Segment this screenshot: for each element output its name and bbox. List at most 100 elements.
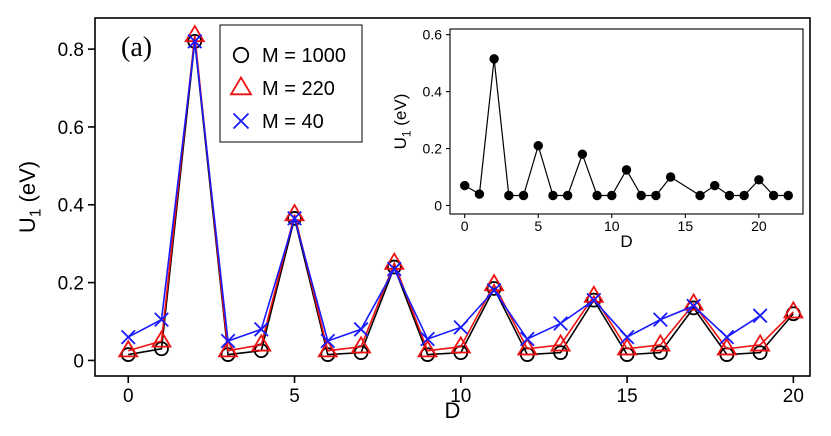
main-series-line-2 [127, 41, 761, 343]
main-series-2-point [553, 316, 568, 331]
main-series-0-point [420, 347, 435, 362]
main-series-1-point [317, 339, 339, 358]
inset-series-0-point [504, 190, 514, 201]
main-series-0-point [652, 345, 668, 361]
main-x-tick-label: 20 [783, 386, 804, 407]
inset-series-0-point [474, 189, 485, 199]
legend-marker-0 [232, 46, 250, 64]
inset-series-0-point [533, 140, 543, 151]
inset-x-tick-label: 5 [534, 218, 542, 234]
main-series-1-point [749, 333, 771, 352]
inset-series-0-point [518, 190, 529, 201]
main-series-1-point [583, 285, 605, 303]
main-series-2-point [486, 283, 502, 298]
inset-y-tick-label: 0.2 [423, 141, 443, 157]
inset-y-tick-label: 0.4 [423, 84, 443, 100]
inset-series-0-point [607, 190, 617, 201]
inset-series-0-point [739, 190, 749, 201]
inset-x-tick-label: 15 [678, 218, 694, 234]
main-y-tick-label: 0 [73, 351, 84, 372]
main-series-2-point [320, 333, 336, 349]
legend-label-1: M = 220 [262, 78, 335, 100]
inset-series-0-point [548, 190, 558, 201]
legend-marker-2 [232, 112, 250, 130]
main-series-2-point [220, 333, 236, 349]
main-series-1-point [250, 333, 272, 352]
legend-marker-1 [229, 75, 253, 96]
main-x-axis-title: D [445, 398, 461, 423]
main-x-tick-label: 10 [450, 386, 471, 407]
main-series-0-point [752, 345, 768, 361]
main-series-1-point [716, 337, 738, 356]
main-series-2-point [187, 33, 203, 49]
main-series-2-point [719, 329, 735, 345]
inset-series-0-point [665, 172, 676, 182]
main-y-tick-label: 0.4 [58, 196, 85, 217]
main-series-2-point [519, 331, 535, 347]
main-y-tick-label: 0.2 [58, 273, 84, 294]
main-x-tick-label: 5 [289, 386, 300, 407]
main-series-2-point [120, 329, 136, 345]
inset-series-line-0 [464, 58, 789, 197]
legend-label-0: M = 1000 [262, 45, 346, 67]
main-series-2-point [420, 331, 435, 347]
main-series-2-point [453, 319, 469, 335]
main-series-2-point [586, 292, 602, 308]
main-series-0-point [120, 347, 136, 362]
main-y-axis-title: U1 (eV) [15, 161, 45, 233]
inset-series-0-point [562, 190, 573, 201]
main-series-0-point [287, 211, 302, 226]
main-series-0-point [386, 259, 402, 275]
main-series-1-point [350, 335, 372, 354]
inset-series-0-point [460, 180, 470, 191]
main-series-2-point [287, 211, 302, 226]
main-series-2-point [686, 298, 701, 314]
inset-plot: 0 5 10 15 20 0 0.2 0.4 0.6 D U1 (eV) [391, 27, 804, 251]
main-series-2-point [253, 321, 269, 337]
main-x-tick-label: 0 [123, 386, 134, 407]
main-y-tick-label: 0.8 [58, 40, 84, 61]
inset-series-0-point [695, 190, 705, 201]
main-series-1-point [150, 329, 173, 348]
inset-series-0-point [636, 190, 646, 201]
inset-series-0-point [783, 190, 793, 201]
main-series-1-point [217, 339, 239, 358]
inset-x-tick-label: 10 [604, 218, 620, 234]
main-series-1-point [516, 337, 538, 356]
inset-series-0-point [651, 190, 661, 201]
main-x-tick-label: 15 [617, 386, 638, 407]
inset-y-tick-label: 0.6 [423, 27, 443, 43]
legend-label-2: M = 40 [262, 111, 324, 133]
main-series-0-point [553, 345, 568, 361]
main-series-0-point [486, 281, 502, 296]
main-y-tick-label: 0.6 [58, 118, 84, 139]
main-series-0-point [154, 341, 169, 357]
inset-y-tick-label: 0 [434, 198, 442, 214]
inset-series-0-point [489, 54, 499, 64]
inset-x-tick-label: 20 [751, 218, 767, 234]
main-series-2-point [652, 312, 668, 327]
main-series-1-point [616, 337, 638, 356]
main-series-1-point [649, 333, 671, 352]
main-series-1-point [117, 339, 139, 358]
main-series-2-point [154, 312, 169, 327]
main-series-0-point [586, 292, 602, 308]
inset-series-0-point [621, 165, 632, 175]
main-series-1-point [550, 333, 572, 352]
main-series-2-point [386, 261, 402, 277]
main-series-line-1 [128, 35, 794, 352]
inset-series-0-point [768, 190, 779, 201]
inset-y-axis-title: U1 (eV) [391, 94, 413, 150]
main-series-2-point [619, 329, 635, 345]
inset-series-0-point [710, 180, 720, 191]
inset-series-0-point [577, 149, 588, 159]
main-series-2-point [353, 321, 369, 337]
main-series-1-point [782, 300, 804, 319]
inset-series-0-point [724, 190, 735, 201]
inset-frame [449, 28, 804, 215]
main-panel-label: (a) [121, 32, 152, 63]
inset-x-axis-title: D [620, 232, 632, 251]
inset-series-0-point [592, 190, 602, 201]
main-series-2-point [752, 308, 768, 324]
